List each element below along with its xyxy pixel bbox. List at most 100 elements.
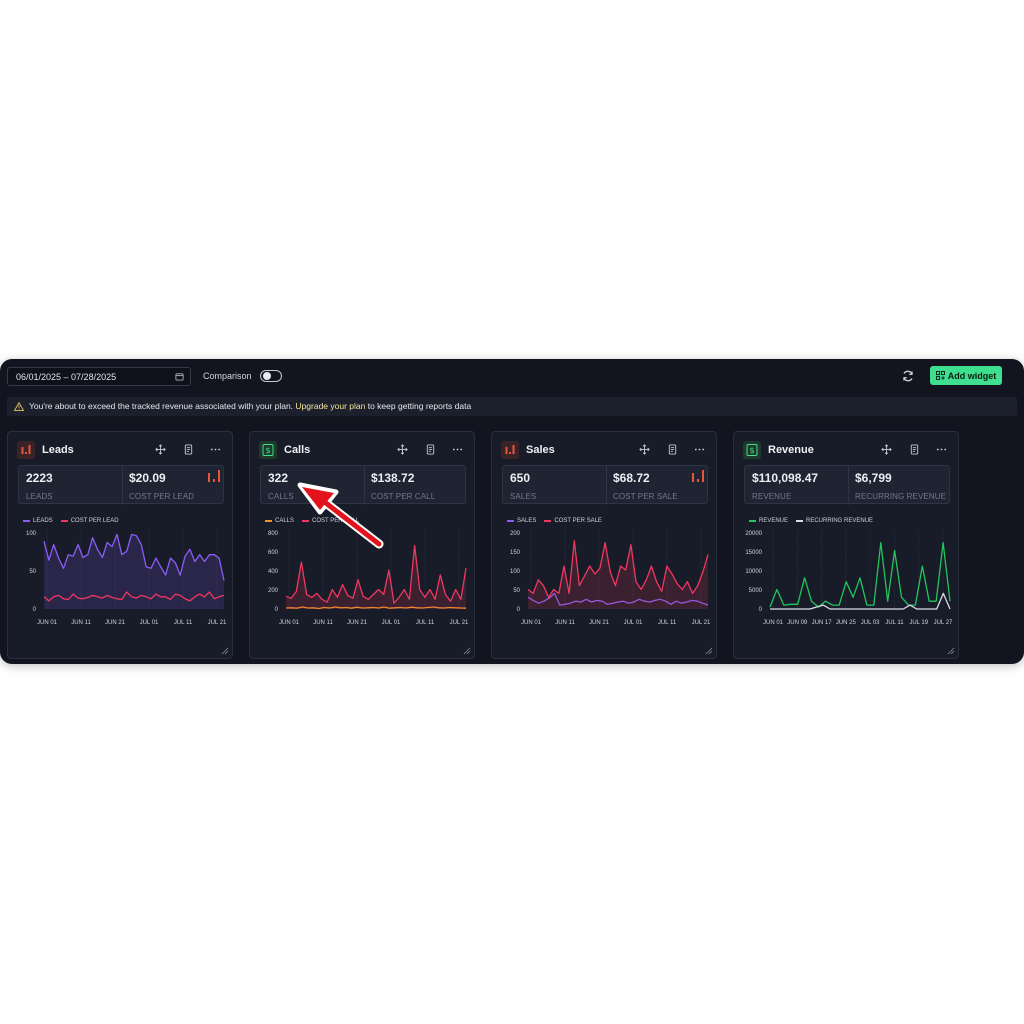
y-tick-label: 200: [268, 588, 279, 594]
x-tick-label: JUL 19: [909, 620, 928, 626]
x-tick-label: JUN 09: [787, 620, 808, 626]
y-tick-label: 15000: [745, 550, 762, 556]
x-tick-label: JUL 11: [885, 620, 904, 626]
x-tick-label: JUL 21: [692, 620, 711, 626]
notes-icon[interactable]: [183, 444, 194, 455]
alert-text: You're about to exceed the tracked reven…: [29, 401, 294, 411]
legend-swatch: [60, 520, 68, 522]
move-icon[interactable]: [155, 444, 166, 455]
y-tick-label: 5000: [749, 588, 763, 594]
stat-secondary: $20.09 COST PER LEAD: [122, 466, 225, 505]
move-icon[interactable]: [881, 444, 892, 455]
stat-primary: $110,098.47 REVENUE: [745, 466, 848, 505]
stat-value: $138.72: [371, 471, 415, 485]
legend-label: RECURRING REVENUE: [806, 518, 874, 524]
refresh-icon[interactable]: [901, 369, 915, 383]
add-widget-label: Add widget: [947, 370, 997, 381]
x-tick-label: JUN 21: [589, 620, 610, 626]
y-tick-label: 800: [268, 531, 279, 537]
chart-legend: REVENUE RECURRING REVENUE: [749, 518, 873, 524]
stat-label: RECURRING REVENUE: [855, 492, 947, 501]
leads-card: Leads 2223 LEADS $20.09 COST PER LEAD LE: [7, 431, 233, 659]
legend-swatch: [302, 520, 310, 522]
series-area: [44, 534, 224, 609]
legend-item[interactable]: COST PER CALL: [302, 518, 359, 524]
date-range-value: 06/01/2025 – 07/28/2025: [16, 372, 117, 382]
stat-primary: 322 CALLS: [261, 466, 364, 505]
bar-chart-icon: [501, 441, 519, 459]
legend-swatch: [544, 520, 552, 522]
legend-swatch: [796, 520, 804, 522]
x-tick-label: JUN 01: [521, 620, 542, 626]
legend-item[interactable]: SALES: [507, 518, 536, 524]
y-tick-label: 50: [513, 588, 520, 594]
more-options-icon[interactable]: [694, 444, 705, 455]
card-title: Sales: [526, 444, 555, 456]
legend-item[interactable]: RECURRING REVENUE: [796, 518, 873, 524]
y-tick-label: 200: [510, 531, 521, 537]
legend-swatch: [507, 520, 514, 522]
x-tick-label: JUN 11: [555, 620, 575, 626]
series-line: [285, 606, 467, 610]
move-icon[interactable]: [639, 444, 650, 455]
move-icon[interactable]: [397, 444, 408, 455]
calls-card: $ Calls 322 CALLS $138.72 COST PER CALL: [249, 431, 475, 659]
y-tick-label: 100: [510, 569, 521, 575]
date-range-picker[interactable]: 06/01/2025 – 07/28/2025: [7, 367, 191, 386]
resize-handle-icon[interactable]: [463, 647, 471, 655]
legend-item[interactable]: CALLS: [265, 518, 294, 524]
card-title: Calls: [284, 444, 311, 456]
more-options-icon[interactable]: [452, 444, 463, 455]
stat-secondary: $6,799 RECURRING REVENUE: [848, 466, 951, 505]
y-tick-label: 20000: [745, 531, 762, 537]
alert-text-after: to keep getting reports data: [365, 401, 472, 411]
bar-chart-icon: [17, 441, 35, 459]
comparison-toggle[interactable]: [260, 370, 282, 382]
y-tick-label: 0: [33, 607, 37, 613]
dollar-icon: $: [259, 441, 277, 459]
y-tick-label: 150: [510, 550, 521, 556]
series-line: [770, 592, 951, 610]
notes-icon[interactable]: [425, 444, 436, 455]
svg-text:$: $: [749, 446, 754, 455]
warning-icon: [14, 402, 24, 411]
legend-label: COST PER LEAD: [70, 518, 119, 524]
legend-item[interactable]: COST PER SALE: [544, 518, 602, 524]
y-tick-label: 50: [29, 569, 36, 575]
y-tick-label: 10000: [745, 569, 762, 575]
legend-label: COST PER CALL: [312, 518, 360, 524]
trend-bars-icon: [692, 470, 704, 482]
resize-handle-icon[interactable]: [947, 647, 955, 655]
stat-value: $6,799: [855, 471, 892, 485]
stat-primary: 650 SALES: [503, 466, 606, 505]
widgets-icon: [935, 371, 945, 380]
notes-icon[interactable]: [667, 444, 678, 455]
legend-swatch: [265, 520, 272, 522]
card-title: Revenue: [768, 444, 814, 456]
resize-handle-icon[interactable]: [221, 647, 229, 655]
x-tick-label: JUN 21: [347, 620, 368, 626]
legend-label: CALLS: [275, 518, 295, 524]
upgrade-plan-link[interactable]: Upgrade your plan: [295, 401, 366, 411]
calls-card-header: $ Calls: [259, 441, 310, 459]
notes-icon[interactable]: [909, 444, 920, 455]
trend-bars-icon: [208, 470, 220, 482]
legend-item[interactable]: COST PER LEAD: [60, 518, 119, 524]
x-tick-label: JUN 11: [71, 620, 91, 626]
legend-item[interactable]: LEADS: [23, 518, 53, 524]
resize-handle-icon[interactable]: [705, 647, 713, 655]
legend-swatch: [749, 520, 756, 522]
calls-stats: 322 CALLS $138.72 COST PER CALL: [260, 465, 466, 505]
leads-stats: 2223 LEADS $20.09 COST PER LEAD: [18, 465, 225, 505]
more-options-icon[interactable]: [210, 444, 221, 455]
series-area: [286, 545, 466, 609]
toggle-knob: [263, 372, 271, 380]
more-options-icon[interactable]: [936, 444, 947, 455]
legend-item[interactable]: REVENUE: [749, 518, 788, 524]
sales-card-header: Sales: [501, 441, 555, 459]
add-widget-button[interactable]: Add widget: [930, 366, 1002, 385]
stat-label: REVENUE: [752, 492, 792, 501]
series-line: [527, 592, 709, 606]
revenue-card: $ Revenue $110,098.47 REVENUE $6,799 REC…: [733, 431, 959, 659]
